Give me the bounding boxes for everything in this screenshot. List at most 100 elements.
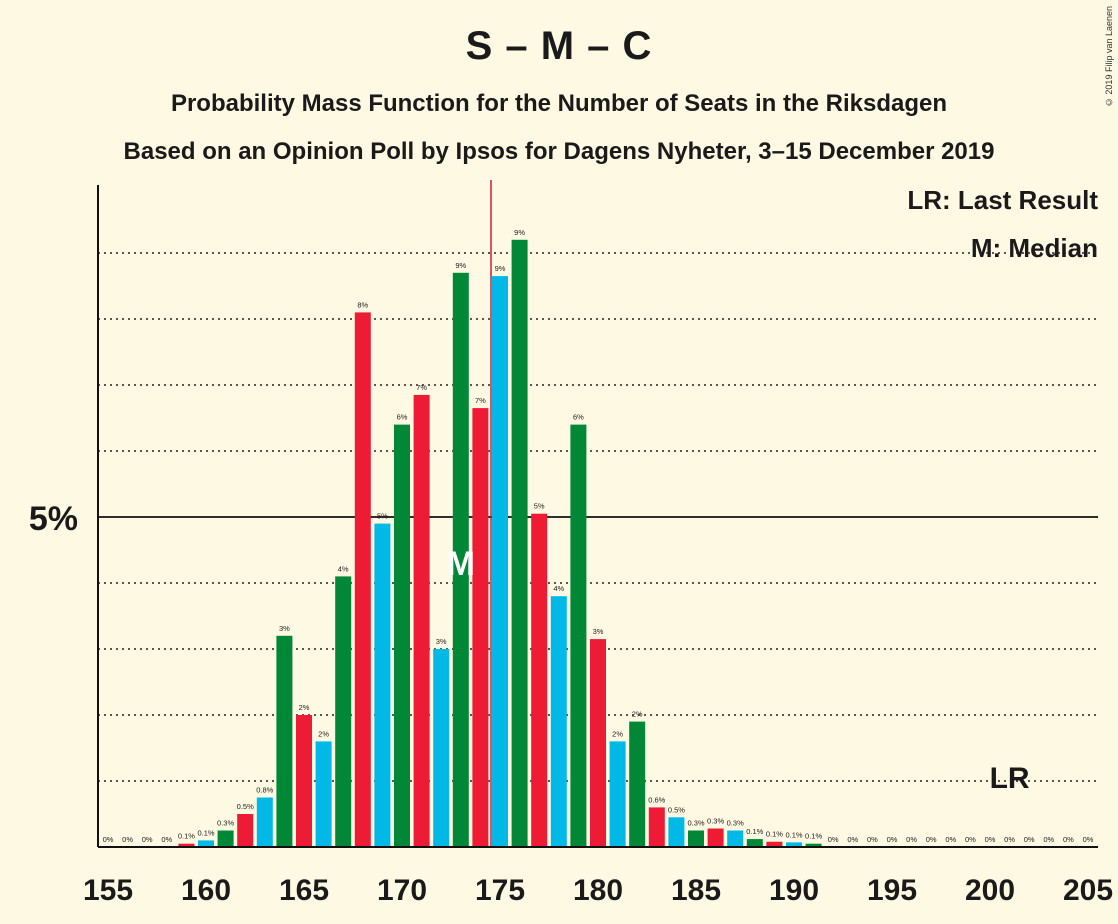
- data-label-seat-193: 0%: [847, 835, 858, 844]
- x-tick-label: 190: [769, 874, 819, 907]
- data-label-seat-181: 2%: [612, 729, 623, 738]
- data-label-seat-172: 3%: [436, 637, 447, 646]
- bar-seat-183: [648, 807, 665, 847]
- y-tick-label: 5%: [29, 500, 78, 538]
- x-tick-label: 165: [279, 874, 329, 907]
- bar-seat-189: [766, 841, 783, 847]
- bar-seat-173: [452, 272, 469, 847]
- bar-seat-191: [805, 843, 822, 847]
- data-label-seat-171: 7%: [416, 383, 427, 392]
- data-label-seat-198: 0%: [945, 835, 956, 844]
- bar-seat-186: [707, 828, 724, 847]
- data-label-seat-180: 3%: [593, 627, 604, 636]
- bar-seat-166: [315, 741, 332, 847]
- x-tick-label: 180: [573, 874, 623, 907]
- data-label-seat-174: 7%: [475, 396, 486, 405]
- data-label-seat-170: 6%: [397, 413, 408, 422]
- data-label-seat-168: 8%: [357, 300, 368, 309]
- data-label-seat-194: 0%: [867, 835, 878, 844]
- bar-seat-190: [786, 842, 802, 847]
- bar-seat-165: [296, 715, 312, 847]
- bar-seat-180: [590, 639, 606, 847]
- x-tick-label: 200: [965, 874, 1015, 907]
- data-label-seat-201: 0%: [1004, 835, 1015, 844]
- bar-seat-184: [668, 817, 685, 847]
- x-tick-label: 205: [1063, 874, 1113, 907]
- data-label-seat-187: 0.3%: [727, 819, 744, 828]
- data-label-seat-191: 0.1%: [805, 832, 822, 841]
- data-label-seat-167: 4%: [338, 564, 349, 573]
- data-label-seat-189: 0.1%: [766, 830, 783, 839]
- data-label-seat-190: 0.1%: [785, 830, 802, 839]
- data-label-seat-197: 0%: [926, 835, 937, 844]
- data-label-seat-179: 6%: [573, 413, 584, 422]
- data-label-seat-178: 4%: [553, 584, 564, 593]
- bar-seat-160: [198, 840, 214, 847]
- bar-seat-167: [335, 576, 352, 847]
- bar-seat-177: [531, 513, 548, 847]
- data-label-seat-196: 0%: [906, 835, 917, 844]
- legend-last-result: LR: Last Result: [907, 185, 1098, 215]
- bar-seat-176: [511, 239, 528, 848]
- data-label-seat-205: 0%: [1083, 835, 1094, 844]
- data-label-seat-204: 0%: [1063, 835, 1074, 844]
- data-label-seat-159: 0.1%: [178, 832, 195, 841]
- bar-seat-182: [629, 721, 646, 847]
- data-label-seat-175: 9%: [495, 264, 506, 273]
- x-tick-label: 155: [83, 874, 133, 907]
- bar-seat-168: [354, 312, 371, 847]
- data-label-seat-165: 2%: [299, 703, 310, 712]
- data-label-seat-200: 0%: [985, 835, 996, 844]
- data-label-seat-157: 0%: [142, 835, 153, 844]
- legend-median: M: Median: [970, 233, 1098, 263]
- bar-seat-171: [413, 394, 430, 847]
- data-label-seat-199: 0%: [965, 835, 976, 844]
- bar-seat-174: [472, 408, 489, 847]
- data-label-seat-195: 0%: [887, 835, 898, 844]
- chart-subtitle-1: Probability Mass Function for the Number…: [170, 90, 948, 117]
- data-label-seat-184: 0.5%: [668, 805, 685, 814]
- data-label-seat-173: 9%: [455, 261, 466, 270]
- data-label-seat-192: 0%: [828, 835, 839, 844]
- data-label-seat-176: 9%: [514, 228, 525, 237]
- bar-seat-181: [609, 741, 626, 847]
- data-label-seat-162: 0.5%: [237, 802, 254, 811]
- chart-title: S – M – C: [465, 24, 653, 68]
- bar-seat-170: [394, 424, 410, 847]
- bar-seat-161: [217, 830, 234, 847]
- data-label-seat-185: 0.3%: [687, 819, 704, 828]
- bar-seat-188: [746, 839, 763, 847]
- data-label-seat-183: 0.6%: [648, 795, 665, 804]
- data-label-seat-166: 2%: [318, 729, 329, 738]
- data-label-seat-160: 0.1%: [197, 828, 214, 837]
- data-label-seat-177: 5%: [534, 502, 545, 511]
- median-marker: M: [447, 545, 475, 583]
- bar-seat-185: [688, 830, 704, 847]
- data-label-seat-158: 0%: [161, 835, 172, 844]
- x-tick-label: 185: [671, 874, 721, 907]
- bar-seat-178: [550, 596, 567, 847]
- bar-seat-172: [433, 649, 450, 847]
- x-tick-label: 195: [867, 874, 917, 907]
- x-tick-label: 175: [475, 874, 525, 907]
- bar-seat-162: [237, 814, 254, 847]
- x-tick-label: 160: [181, 874, 231, 907]
- bar-seat-164: [276, 635, 293, 847]
- data-label-seat-164: 3%: [279, 624, 290, 633]
- data-label-seat-156: 0%: [122, 835, 133, 844]
- bar-seat-187: [727, 830, 744, 847]
- data-label-seat-161: 0.3%: [217, 819, 234, 828]
- last-result-marker: LR: [990, 762, 1030, 795]
- data-label-seat-182: 2%: [632, 710, 643, 719]
- data-label-seat-188: 0.1%: [746, 827, 763, 836]
- bar-seat-175: [492, 276, 508, 848]
- data-label-seat-163: 0.8%: [256, 786, 273, 795]
- data-label-seat-155: 0%: [103, 835, 114, 844]
- data-label-seat-203: 0%: [1043, 835, 1054, 844]
- data-label-seat-202: 0%: [1024, 835, 1035, 844]
- data-label-seat-169: 5%: [377, 512, 388, 521]
- bar-seat-179: [570, 424, 587, 847]
- x-tick-label: 170: [377, 874, 427, 907]
- chart-subtitle-2: Based on an Opinion Poll by Ipsos for Da…: [123, 138, 995, 165]
